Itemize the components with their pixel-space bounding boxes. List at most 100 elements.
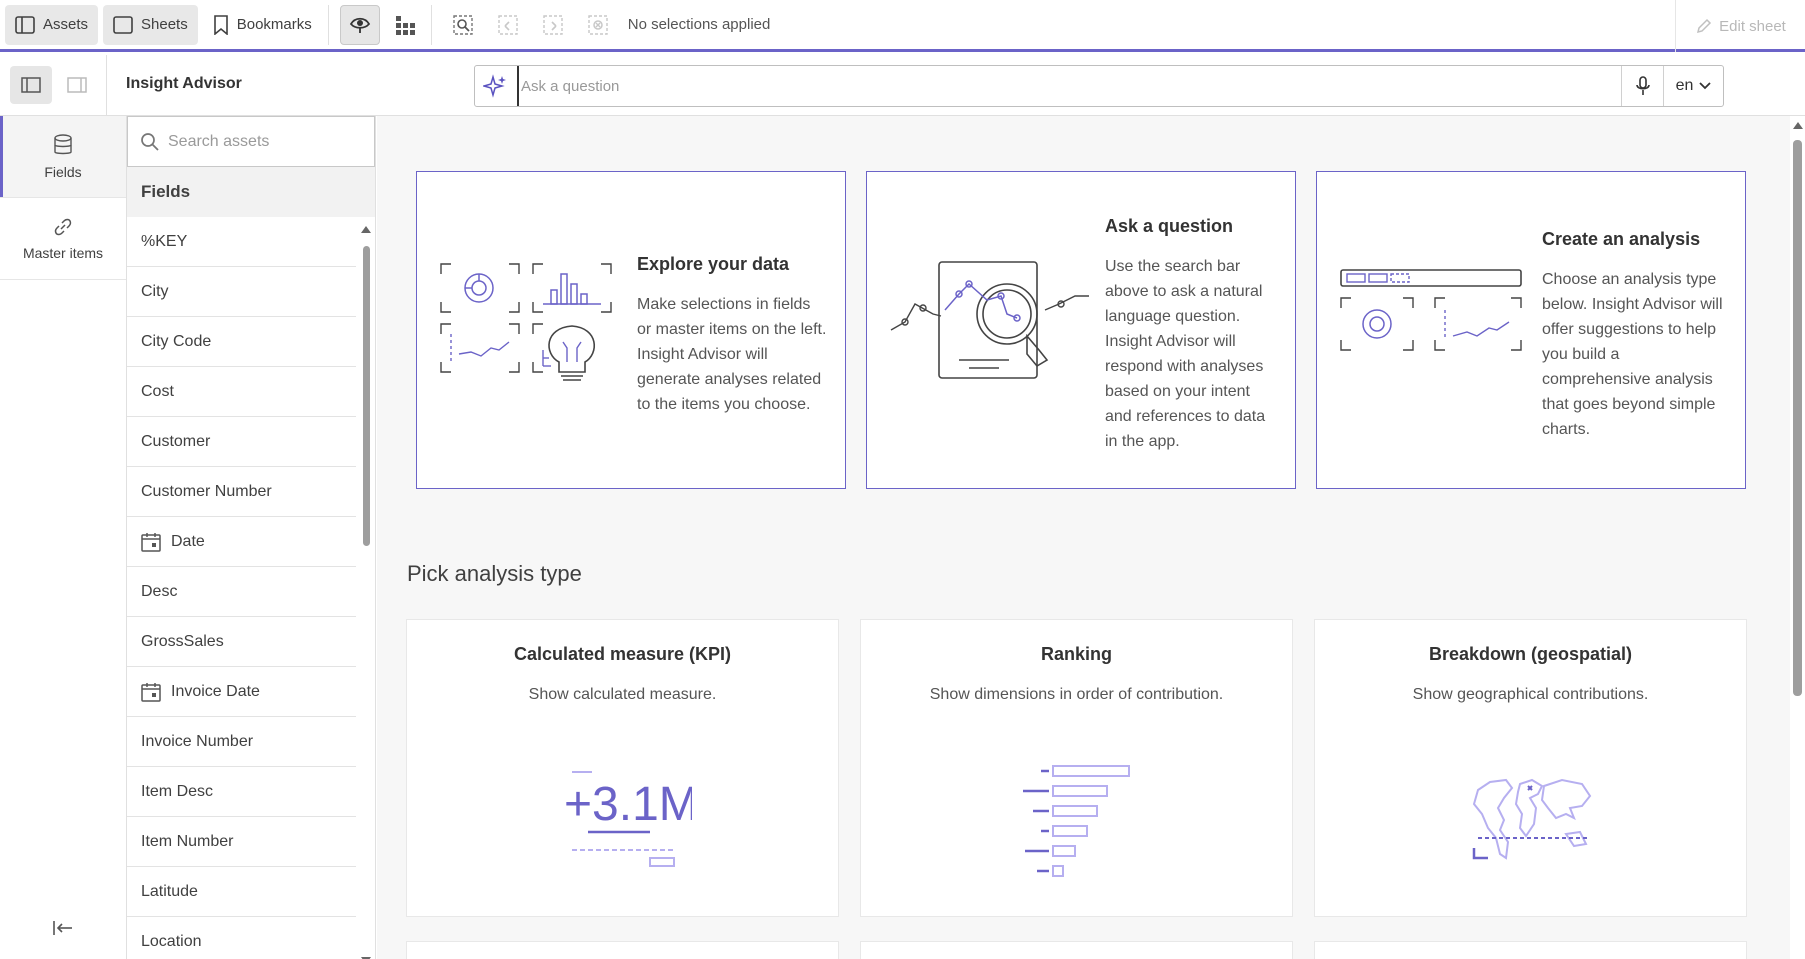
kpi-illustration-icon: +3.1M <box>564 771 692 867</box>
field-item[interactable]: Date <box>127 517 356 567</box>
scroll-up-icon[interactable] <box>1792 120 1804 130</box>
no-selections-text: No selections applied <box>627 16 771 33</box>
collapse-panel-icon[interactable] <box>52 920 74 941</box>
explore-text: Make selections in fields or master item… <box>637 296 827 413</box>
field-item-label: Date <box>171 532 205 550</box>
ask-question-bar[interactable]: en <box>474 65 1724 107</box>
fields-panel: Fields %KEY City City Code Cost Customer Cust… <box>127 116 376 959</box>
calendar-icon <box>141 532 161 552</box>
step-back-button[interactable] <box>488 5 528 45</box>
sheets-button[interactable]: Sheets <box>103 4 198 45</box>
assets-label: Assets <box>43 16 89 33</box>
kpi-sample-value: +3.1M <box>564 778 692 831</box>
field-item[interactable]: GrossSales <box>127 617 356 667</box>
explore-illustration-icon <box>440 263 612 381</box>
rail-item-fields[interactable]: Fields <box>0 116 126 198</box>
field-item-label: Item Desc <box>141 782 214 800</box>
microphone-icon <box>1635 76 1650 95</box>
edit-sheet-label: Edit sheet <box>1719 17 1786 35</box>
field-item[interactable]: %KEY <box>127 217 356 267</box>
analysis-type-ranking[interactable]: Ranking Show dimensions in order of cont… <box>860 619 1293 917</box>
analysis-type-card-partial[interactable] <box>406 941 839 959</box>
search-icon <box>141 132 159 151</box>
analysis-illustration-icon <box>1340 269 1522 351</box>
language-value: en <box>1675 77 1694 94</box>
bookmarks-button[interactable]: Bookmarks <box>203 5 322 45</box>
field-list: %KEY City City Code Cost Customer Customer Nu… <box>127 217 356 959</box>
field-item-label: Cost <box>141 382 174 400</box>
grid-view-button[interactable] <box>385 5 425 45</box>
edit-sheet-button[interactable]: Edit sheet <box>1675 0 1805 52</box>
field-item[interactable]: City <box>127 267 356 317</box>
insight-bulb-icon <box>349 17 370 33</box>
step-forward-button[interactable] <box>533 5 573 45</box>
analysis-type-card-partial[interactable] <box>860 941 1293 959</box>
main-scroll-thumb[interactable] <box>1793 140 1802 696</box>
toggle-right-panel-button[interactable] <box>56 66 98 104</box>
main-scrollbar[interactable] <box>1790 116 1805 959</box>
rail-master-items-label: Master items <box>22 244 104 261</box>
insight-advisor-toggle[interactable] <box>339 4 380 45</box>
field-item[interactable]: City Code <box>127 317 356 367</box>
language-select[interactable]: en <box>1663 66 1723 106</box>
assets-button[interactable]: Assets <box>5 4 99 45</box>
field-item[interactable]: Desc <box>127 567 356 617</box>
microphone-button[interactable] <box>1621 66 1663 106</box>
create-analysis-card: Create an analysis Choose an analysis ty… <box>1316 171 1746 489</box>
magnifier-illustration-icon <box>890 261 1089 379</box>
field-item-label: Item Number <box>141 832 234 850</box>
analysis-type-geospatial[interactable]: Breakdown (geospatial) Show geographical… <box>1314 619 1747 917</box>
toolbar-divider <box>327 4 329 45</box>
world-map-icon <box>1472 778 1592 860</box>
search-assets-box[interactable] <box>127 116 375 167</box>
create-title: Create an analysis <box>1542 229 1701 249</box>
field-item[interactable]: Customer Number <box>127 467 356 517</box>
analysis-type-kpi[interactable]: Calculated measure (KPI) Show calculated… <box>406 619 839 917</box>
field-item-label: Desc <box>141 582 178 600</box>
pick-analysis-title: Pick analysis type <box>407 561 582 586</box>
chevron-down-icon <box>1699 82 1712 90</box>
calendar-icon <box>141 682 161 702</box>
kpi-desc: Show calculated measure. <box>528 686 717 703</box>
field-item[interactable]: Latitude <box>127 867 356 917</box>
search-selection-icon <box>453 14 473 35</box>
field-item-label: %KEY <box>141 232 188 250</box>
fields-scrollbar[interactable] <box>360 224 372 959</box>
rail-fields-label: Fields <box>44 163 82 180</box>
clear-selections-button[interactable] <box>578 5 618 45</box>
field-item[interactable]: Invoice Number <box>127 717 356 767</box>
geo-desc: Show geographical contributions. <box>1412 686 1649 703</box>
toggle-left-panel-button[interactable] <box>10 66 52 104</box>
field-item[interactable]: Cost <box>127 367 356 417</box>
field-item[interactable]: Location <box>127 917 356 959</box>
field-item[interactable]: Item Number <box>127 817 356 867</box>
bookmark-icon <box>213 14 228 35</box>
ranking-title: Ranking <box>1040 644 1112 664</box>
grid-icon <box>395 15 415 35</box>
field-item-label: City Code <box>141 332 212 350</box>
analysis-type-card-partial[interactable] <box>1314 941 1747 959</box>
field-item[interactable]: Invoice Date <box>127 667 356 717</box>
header-divider <box>106 55 107 116</box>
field-item-label: Latitude <box>141 882 198 900</box>
field-item-label: City <box>141 282 169 300</box>
explore-title: Explore your data <box>637 254 790 274</box>
selections-tool-button[interactable] <box>443 5 483 45</box>
rail-item-master-items[interactable]: Master items <box>0 198 126 280</box>
pencil-icon <box>1697 18 1712 34</box>
clear-selections-icon <box>588 14 608 35</box>
scroll-up-icon[interactable] <box>360 224 372 234</box>
ask-question-card: Ask a question Use the search bar above … <box>866 171 1296 489</box>
explore-data-card: Explore your data Make selections in fie… <box>416 171 846 489</box>
field-item-label: Customer Number <box>141 482 272 500</box>
field-item[interactable]: Customer <box>127 417 356 467</box>
toolbar-divider <box>430 4 432 45</box>
ask-question-input[interactable] <box>517 66 1621 106</box>
field-item[interactable]: Item Desc <box>127 767 356 817</box>
ranking-desc: Show dimensions in order of contribution… <box>929 686 1224 703</box>
top-toolbar: Assets Sheets Bookmarks No selections ap… <box>0 0 1805 52</box>
fields-scroll-thumb[interactable] <box>363 246 370 546</box>
kpi-title: Calculated measure (KPI) <box>513 644 732 664</box>
insight-advisor-header: Insight Advisor en <box>0 55 1805 116</box>
search-assets-input[interactable] <box>168 132 358 151</box>
